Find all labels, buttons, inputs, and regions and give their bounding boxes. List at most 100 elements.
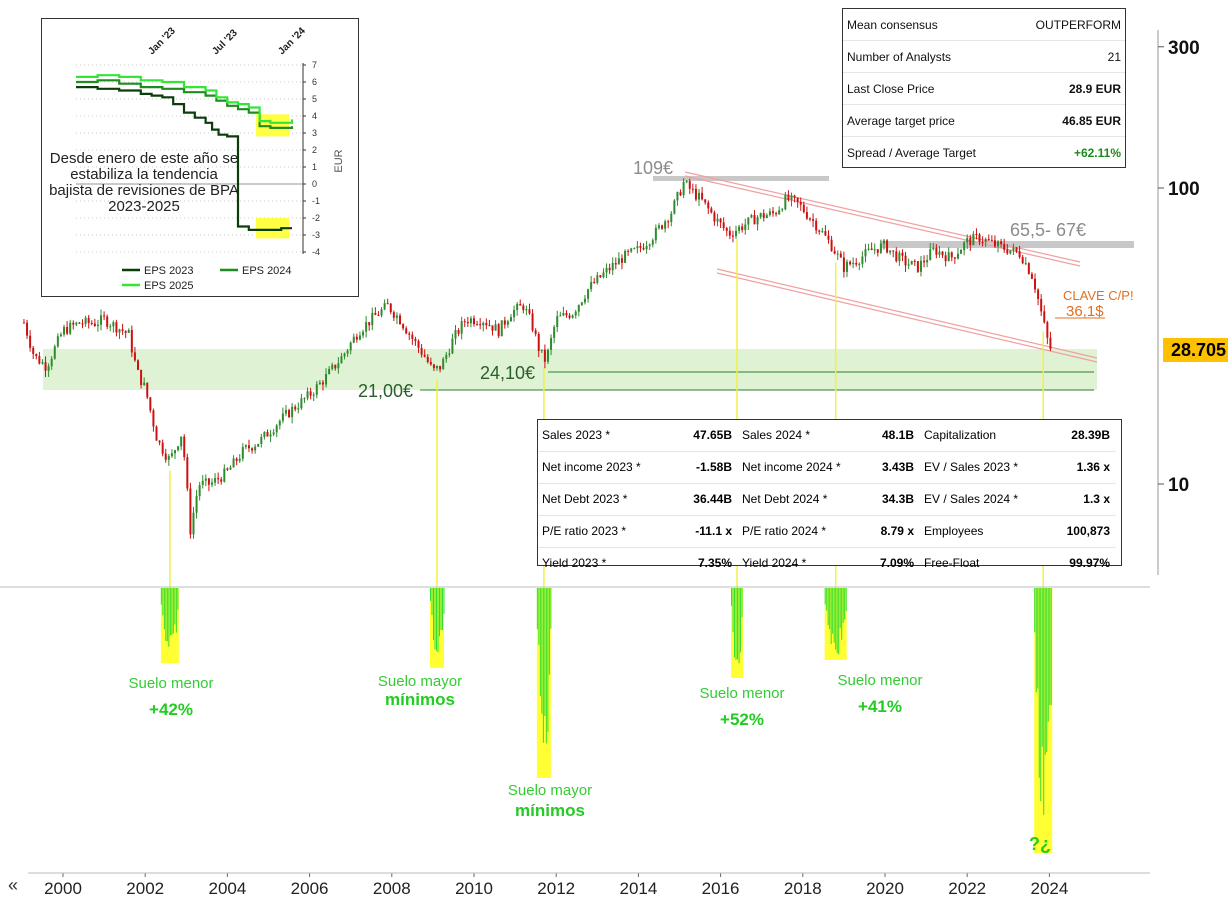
candle-body <box>876 249 879 253</box>
candle <box>463 318 466 328</box>
inset-y-tick-label: 3 <box>312 128 317 138</box>
candle-body <box>251 448 254 451</box>
x-tick-label: 2016 <box>702 879 740 898</box>
consensus-label: Last Close Price <box>847 81 935 96</box>
candle-body <box>744 224 747 230</box>
candle <box>830 235 833 252</box>
candle <box>183 434 186 461</box>
candle-body <box>1034 278 1037 290</box>
candle <box>137 359 140 371</box>
clave-title: CLAVE C/P! <box>1063 288 1134 303</box>
candle-body <box>331 364 334 369</box>
candle-body <box>590 281 593 290</box>
candle-body <box>852 262 855 265</box>
candle-body <box>343 353 346 357</box>
candle-body <box>1049 337 1052 349</box>
candle-body <box>667 221 670 223</box>
candle-body <box>892 250 895 252</box>
candle-body <box>568 315 571 318</box>
candle <box>513 305 516 322</box>
candle <box>109 323 112 332</box>
x-tick-label: 2022 <box>948 879 986 898</box>
candle <box>694 184 697 202</box>
fundamental-label: Net Debt 2024 * <box>738 484 868 516</box>
candle-body <box>223 468 226 482</box>
candle <box>651 238 654 248</box>
candle-body <box>352 336 355 343</box>
candle <box>392 310 395 322</box>
candle-body <box>997 241 1000 247</box>
inset-y-tick-label: 6 <box>312 77 317 87</box>
candle <box>608 263 611 274</box>
candle <box>294 404 297 412</box>
candle-body <box>534 330 537 334</box>
candle <box>768 208 771 217</box>
candle-body <box>907 264 910 266</box>
candle <box>845 259 848 278</box>
bottom-pct-label: +41% <box>858 697 902 716</box>
candle-body <box>189 488 192 535</box>
candle-body <box>177 446 180 451</box>
candle-body <box>448 353 451 355</box>
candle <box>210 478 213 488</box>
candle <box>867 243 870 251</box>
candle-body <box>383 303 386 310</box>
candle <box>793 194 796 203</box>
candle-body <box>812 219 815 221</box>
candle-body <box>482 322 485 326</box>
candle <box>679 189 682 197</box>
candle-body <box>53 346 56 359</box>
candle-body <box>69 322 72 334</box>
candle-body <box>710 208 713 213</box>
candle <box>281 407 284 424</box>
candle-body <box>701 192 704 200</box>
candle <box>781 207 784 212</box>
candle-body <box>722 222 725 228</box>
y-tick-label: 100 <box>1168 179 1200 200</box>
candle <box>787 190 790 202</box>
consensus-label: Mean consensus <box>847 17 938 32</box>
candle <box>1046 320 1049 345</box>
candle-body <box>257 443 260 447</box>
candle-body <box>485 322 488 326</box>
candle-body <box>929 249 932 261</box>
candle <box>904 251 907 272</box>
candle <box>620 254 623 270</box>
candle-body <box>247 445 250 449</box>
candle <box>158 440 161 446</box>
consensus-row: Average target price 46.85 EUR <box>843 105 1125 137</box>
candle <box>328 366 331 375</box>
candle <box>707 200 710 215</box>
candle-body <box>300 398 303 409</box>
candle <box>500 320 503 337</box>
candle-body <box>756 217 759 225</box>
candle <box>84 315 87 327</box>
candle-body <box>405 328 408 334</box>
candle <box>756 215 759 231</box>
candle <box>506 319 509 328</box>
candle <box>66 321 69 336</box>
candle-body <box>503 320 506 325</box>
candle-body <box>315 384 318 395</box>
candle <box>864 243 867 263</box>
candle <box>349 341 352 355</box>
x-tick-label: 2012 <box>537 879 575 898</box>
candle-body <box>423 354 426 357</box>
candle-body <box>1000 241 1003 245</box>
candle <box>556 310 559 332</box>
candle <box>525 305 528 316</box>
candle <box>645 240 648 254</box>
candle <box>765 213 768 219</box>
candle <box>898 250 901 266</box>
candle <box>436 365 439 371</box>
candle <box>926 254 929 268</box>
inset-y-tick-label: 1 <box>312 162 317 172</box>
candle <box>343 352 346 360</box>
candle-body <box>815 220 818 231</box>
scroll-left-button[interactable]: « <box>7 875 18 895</box>
candle-body <box>759 213 762 218</box>
consensus-value: 46.85 EUR <box>1062 113 1121 128</box>
candle-body <box>987 239 990 241</box>
candle <box>35 353 38 360</box>
channel-line <box>684 175 1081 267</box>
